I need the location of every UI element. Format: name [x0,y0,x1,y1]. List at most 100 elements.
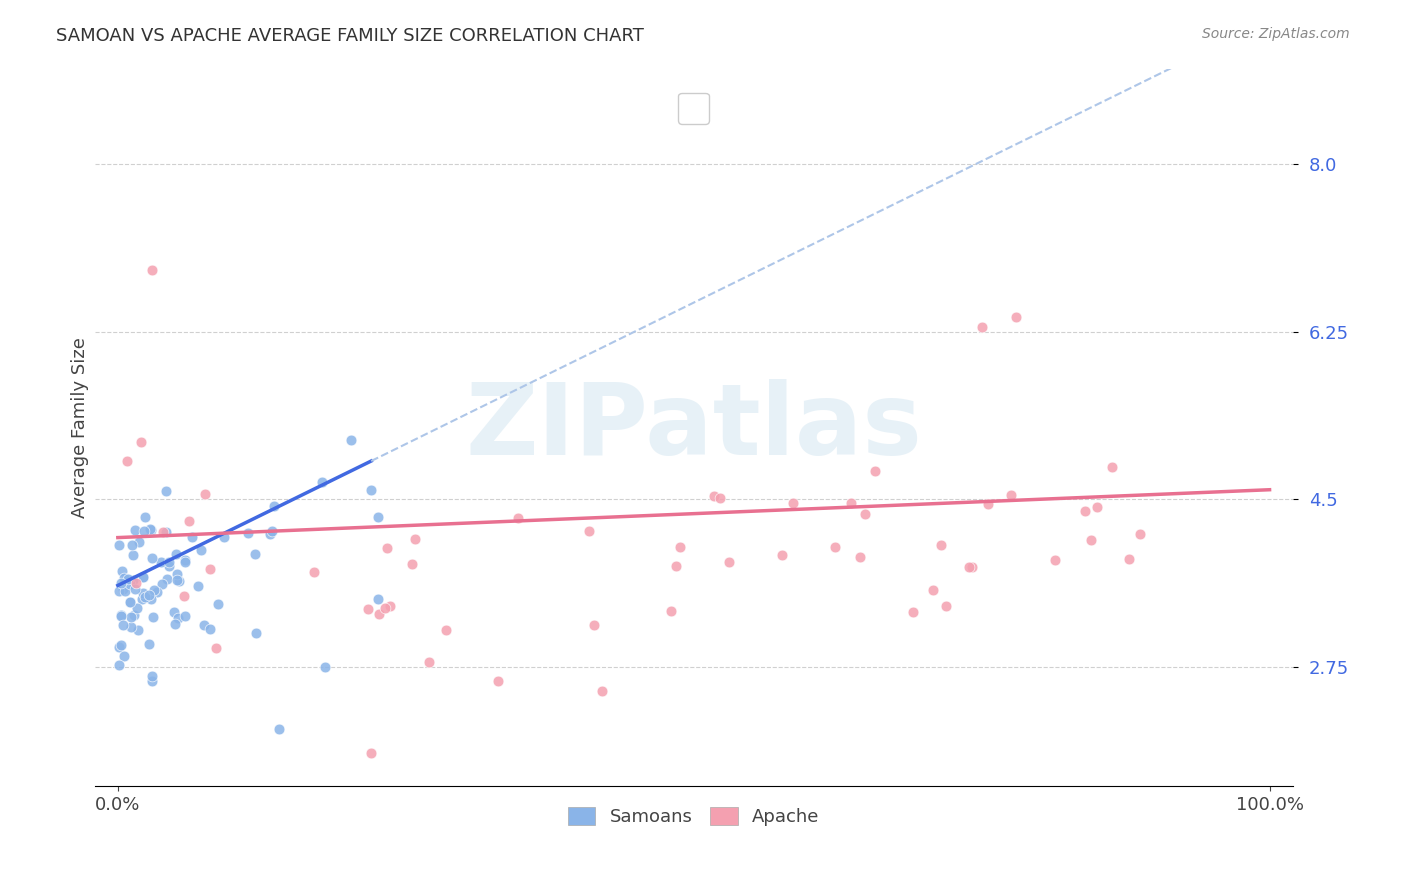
Apache [205,640,228,655]
Apache [304,565,326,579]
Samoans [174,608,197,623]
Samoans [114,583,136,598]
Samoans [114,571,136,585]
Apache [962,560,984,574]
Samoans [267,722,290,736]
Samoans [157,559,180,574]
Apache [141,262,163,277]
Apache [198,561,221,575]
Samoans [367,591,389,606]
Text: Source: ZipAtlas.com: Source: ZipAtlas.com [1202,27,1350,41]
Apache [977,497,1000,511]
Samoans [112,648,135,663]
Samoans [128,535,150,549]
Apache [129,434,152,449]
Samoans [127,601,149,615]
Samoans [360,483,382,497]
Y-axis label: Average Family Size: Average Family Size [72,337,89,518]
Samoans [108,538,131,552]
Samoans [141,674,163,689]
Apache [935,599,957,613]
Samoans [143,582,166,597]
Apache [1118,552,1140,566]
Samoans [166,573,188,587]
Samoans [110,576,132,591]
Apache [418,655,440,669]
Apache [970,320,993,334]
Samoans [367,510,389,524]
Text: SAMOAN VS APACHE AVERAGE FAMILY SIZE CORRELATION CHART: SAMOAN VS APACHE AVERAGE FAMILY SIZE COR… [56,27,644,45]
Samoans [132,569,155,583]
Samoans [134,524,156,539]
Apache [839,496,862,510]
Samoans [118,576,141,591]
Samoans [165,616,187,631]
Apache [921,582,943,597]
Text: ZIPatlas: ZIPatlas [465,379,922,476]
Samoans [173,555,195,569]
Samoans [207,597,229,611]
Apache [929,538,952,552]
Apache [591,683,613,698]
Apache [770,548,793,562]
Samoans [112,617,135,632]
Samoans [110,607,132,622]
Samoans [157,555,180,569]
Samoans [340,433,363,447]
Samoans [145,585,167,599]
Samoans [131,586,153,600]
Samoans [174,553,197,567]
Apache [717,555,740,569]
Samoans [131,570,153,584]
Samoans [120,609,142,624]
Samoans [245,547,267,561]
Samoans [112,582,135,596]
Samoans [122,607,145,622]
Apache [125,576,148,591]
Apache [703,489,725,503]
Samoans [314,660,336,674]
Samoans [198,622,221,636]
Samoans [117,572,139,586]
Samoans [163,605,186,619]
Apache [173,589,195,603]
Apache [665,558,688,573]
Samoans [120,595,142,609]
Samoans [212,530,235,544]
Apache [401,557,423,571]
Samoans [138,588,160,602]
Samoans [139,523,162,537]
Apache [378,599,401,613]
Samoans [167,574,190,588]
Samoans [155,484,177,499]
Apache [115,454,138,468]
Samoans [134,510,156,524]
Samoans [263,499,285,513]
Apache [374,600,396,615]
Samoans [124,524,146,538]
Apache [1074,504,1097,518]
Samoans [165,547,187,561]
Samoans [236,525,259,540]
Samoans [181,530,204,544]
Apache [360,746,382,760]
Apache [375,541,398,555]
Samoans [193,618,215,632]
Samoans [118,595,141,609]
Apache [486,674,509,689]
Samoans [108,583,131,598]
Samoans [127,623,149,637]
Apache [1101,459,1123,474]
Samoans [167,611,190,625]
Apache [1000,488,1022,502]
Samoans [150,555,173,569]
Apache [404,532,426,546]
Samoans [166,567,188,582]
Apache [434,623,457,637]
Apache [863,464,886,478]
Samoans [110,609,132,624]
Apache [179,514,201,528]
Apache [367,607,389,621]
Samoans [124,582,146,596]
Apache [506,511,529,525]
